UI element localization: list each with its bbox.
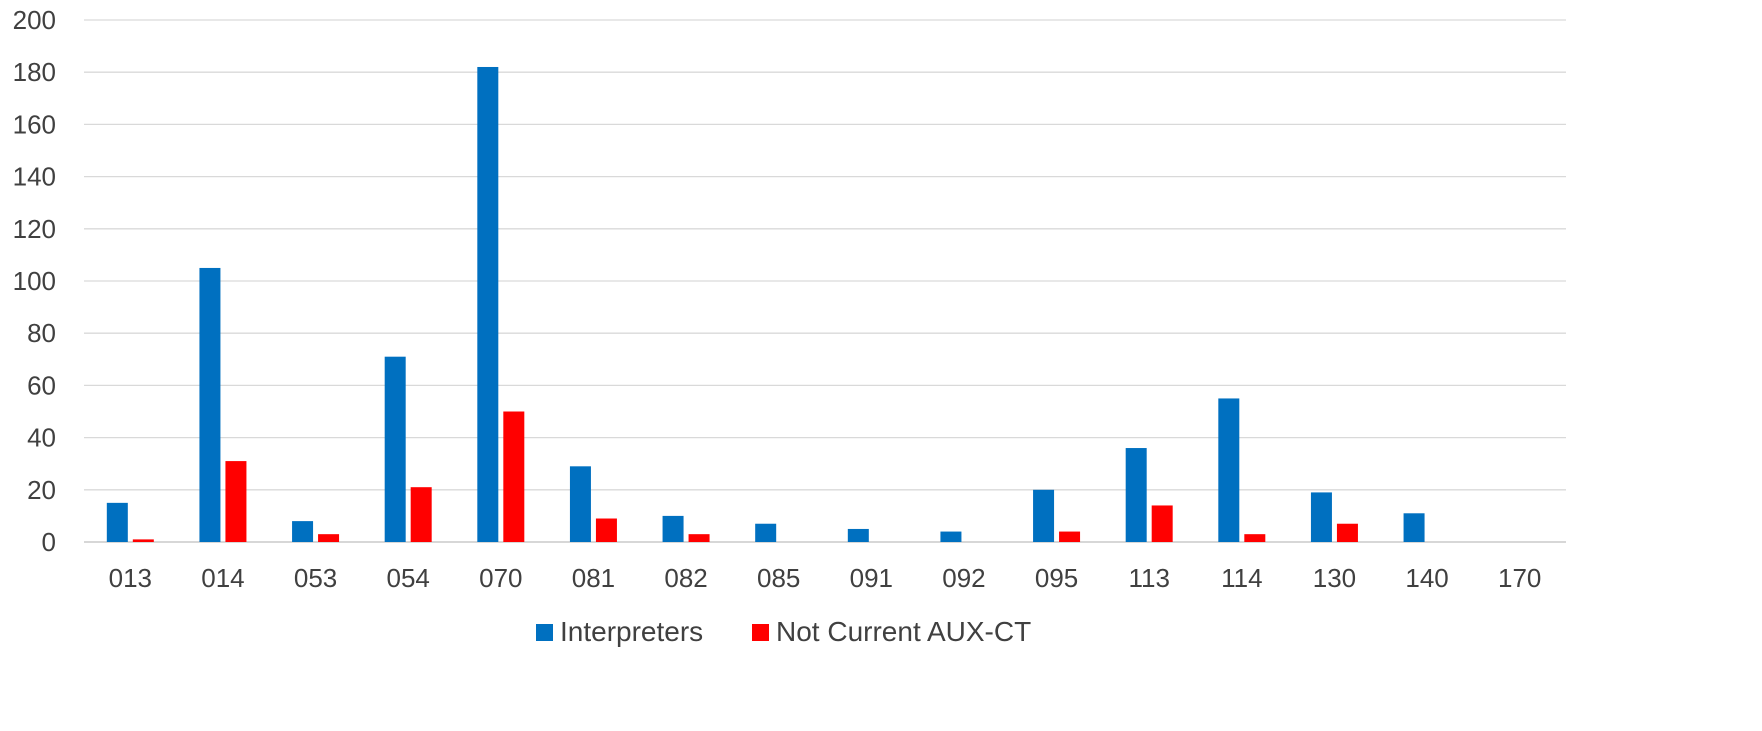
bar-interpreters-130 xyxy=(1310,492,1332,542)
x-tick-label: 085 xyxy=(757,563,800,593)
x-tick-label: 140 xyxy=(1405,563,1448,593)
bars xyxy=(106,66,1425,542)
y-tick-label: 40 xyxy=(27,423,56,453)
bar-interpreters-081 xyxy=(569,466,591,542)
y-tick-label: 80 xyxy=(27,318,56,348)
bar-not-current-aux-ct-082 xyxy=(688,534,710,542)
bar-not-current-aux-ct-113 xyxy=(1151,505,1173,542)
bar-interpreters-013 xyxy=(106,502,128,542)
bar-not-current-aux-ct-013 xyxy=(132,539,154,542)
x-tick-label: 092 xyxy=(942,563,985,593)
x-tick-label: 053 xyxy=(294,563,337,593)
bar-not-current-aux-ct-114 xyxy=(1244,534,1266,542)
y-tick-label: 20 xyxy=(27,475,56,505)
y-tick-label: 200 xyxy=(13,5,56,35)
bar-interpreters-070 xyxy=(477,66,499,542)
legend-swatch xyxy=(752,624,769,641)
bar-not-current-aux-ct-081 xyxy=(595,518,617,542)
x-tick-label: 095 xyxy=(1035,563,1078,593)
bar-interpreters-085 xyxy=(755,523,777,542)
y-tick-label: 100 xyxy=(13,266,56,296)
y-tick-label: 140 xyxy=(13,162,56,192)
bar-not-current-aux-ct-054 xyxy=(410,487,432,542)
bar-not-current-aux-ct-014 xyxy=(225,461,247,542)
x-tick-label: 130 xyxy=(1313,563,1356,593)
bar-not-current-aux-ct-130 xyxy=(1336,523,1358,542)
bar-interpreters-053 xyxy=(292,521,314,542)
bar-interpreters-140 xyxy=(1403,513,1425,542)
legend-label: Not Current AUX-CT xyxy=(776,616,1031,647)
bar-interpreters-082 xyxy=(662,515,684,542)
y-tick-label: 120 xyxy=(13,214,56,244)
bar-not-current-aux-ct-053 xyxy=(318,534,340,542)
x-tick-label: 014 xyxy=(201,563,244,593)
bar-interpreters-114 xyxy=(1218,398,1240,542)
legend-label: Interpreters xyxy=(560,616,703,647)
bar-interpreters-091 xyxy=(847,528,869,542)
bar-interpreters-014 xyxy=(199,267,221,542)
x-tick-label: 070 xyxy=(479,563,522,593)
y-tick-label: 0 xyxy=(42,527,56,557)
y-tick-label: 60 xyxy=(27,370,56,400)
gridlines xyxy=(84,19,1566,543)
x-tick-label: 114 xyxy=(1221,563,1262,593)
x-tick-label: 170 xyxy=(1498,563,1541,593)
x-axis: 013 014 053 054 070 081 082 085 091 092 095 113 114 1… xyxy=(109,563,1542,593)
bar-interpreters-092 xyxy=(940,531,962,542)
legend-swatch xyxy=(536,624,553,641)
bar-not-current-aux-ct-070 xyxy=(503,411,525,542)
x-tick-label: 113 xyxy=(1128,563,1169,593)
y-axis: 0 20 40 60 80 100 120 140 160 180 200 xyxy=(13,5,56,557)
bar-interpreters-095 xyxy=(1033,489,1055,542)
legend: Interpreters Not Current AUX-CT xyxy=(536,616,1031,647)
y-tick-label: 160 xyxy=(13,109,56,139)
x-tick-label: 081 xyxy=(572,563,615,593)
x-tick-label: 082 xyxy=(664,563,707,593)
bar-interpreters-054 xyxy=(384,356,406,542)
x-tick-label: 091 xyxy=(850,563,893,593)
bar-not-current-aux-ct-095 xyxy=(1059,531,1081,542)
x-tick-label: 013 xyxy=(109,563,152,593)
x-tick-label: 054 xyxy=(386,563,429,593)
bar-interpreters-113 xyxy=(1125,448,1147,542)
y-tick-label: 180 xyxy=(13,57,56,87)
